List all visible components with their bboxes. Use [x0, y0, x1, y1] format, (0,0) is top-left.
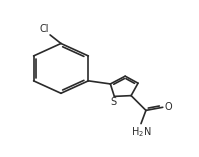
Text: Cl: Cl	[39, 24, 49, 34]
Text: O: O	[164, 102, 172, 112]
Text: H$_2$N: H$_2$N	[131, 125, 151, 139]
Text: S: S	[110, 97, 116, 107]
